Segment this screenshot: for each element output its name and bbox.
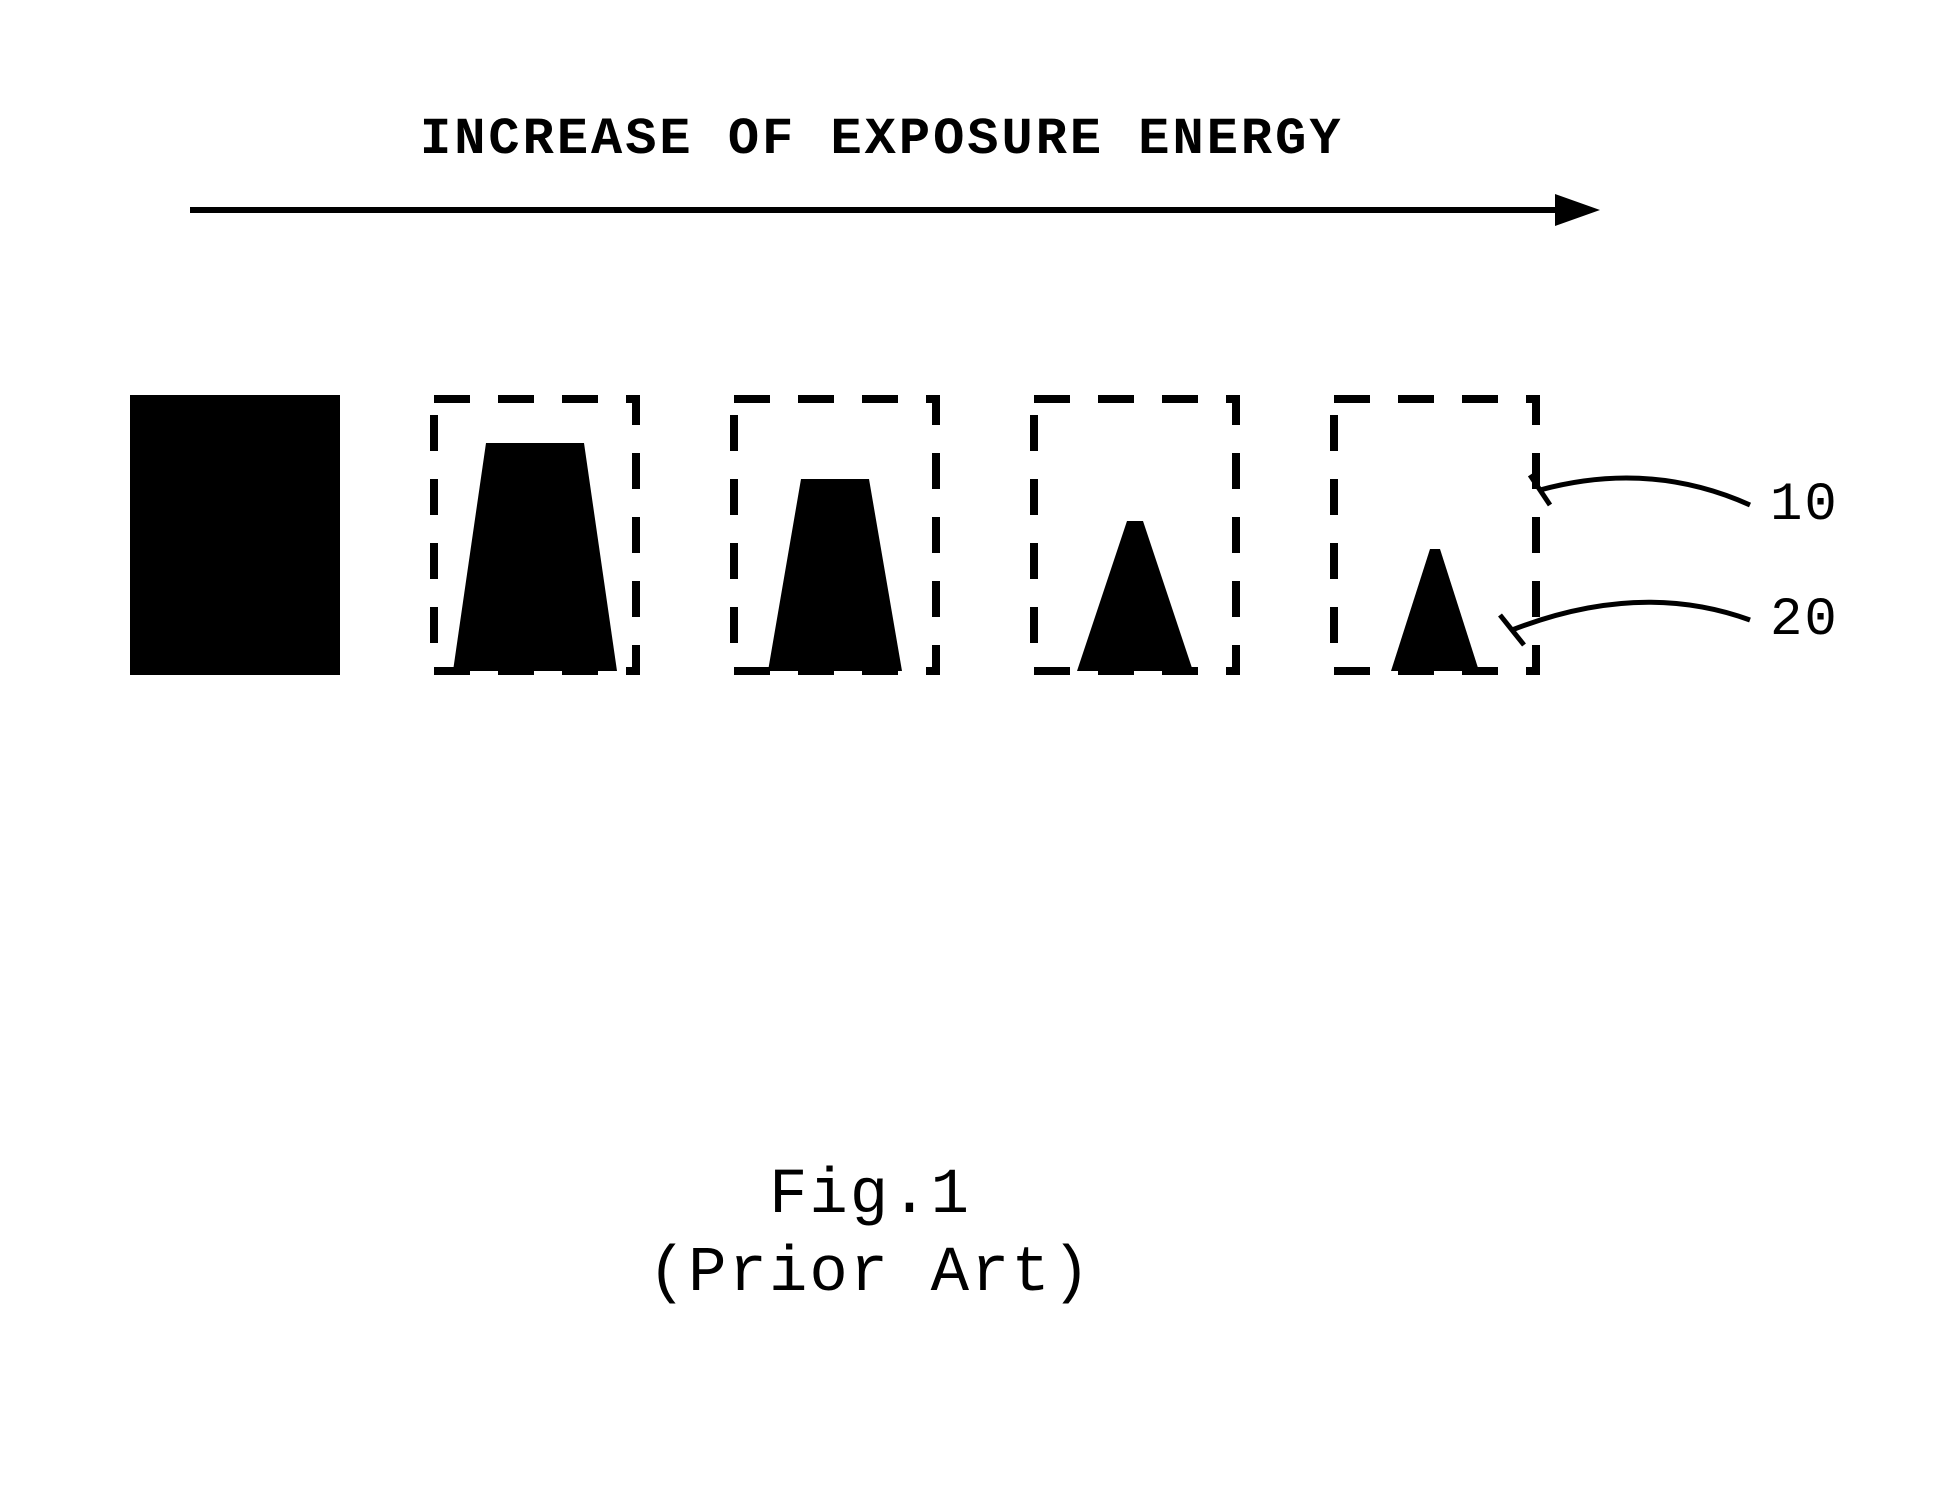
increase-arrow [0, 0, 1957, 260]
resist-trapezoid [768, 479, 902, 671]
shape-svg-4 [1330, 395, 1540, 675]
resist-trapezoid [1391, 549, 1479, 671]
shape-svg-3 [1030, 395, 1240, 675]
resist-trapezoid [453, 443, 617, 671]
arrow-head [1555, 194, 1600, 226]
shape-svg-2 [730, 395, 940, 675]
shape-cell-1 [430, 395, 640, 675]
shape-cell-0 [130, 395, 340, 675]
shape-cell-3 [1030, 395, 1240, 675]
figure-caption-line1: Fig.1 [620, 1160, 1120, 1232]
resist-trapezoid [1077, 521, 1193, 671]
shape-cell-2 [730, 395, 940, 675]
figure-caption-line2: (Prior Art) [560, 1238, 1180, 1310]
reference-rect [130, 395, 340, 675]
shape-cell-4 [1330, 395, 1540, 675]
shape-svg-1 [430, 395, 640, 675]
shapes-row [130, 395, 1730, 695]
ref-label-20: 20 [1770, 590, 1839, 651]
ref-label-10: 10 [1770, 475, 1839, 536]
